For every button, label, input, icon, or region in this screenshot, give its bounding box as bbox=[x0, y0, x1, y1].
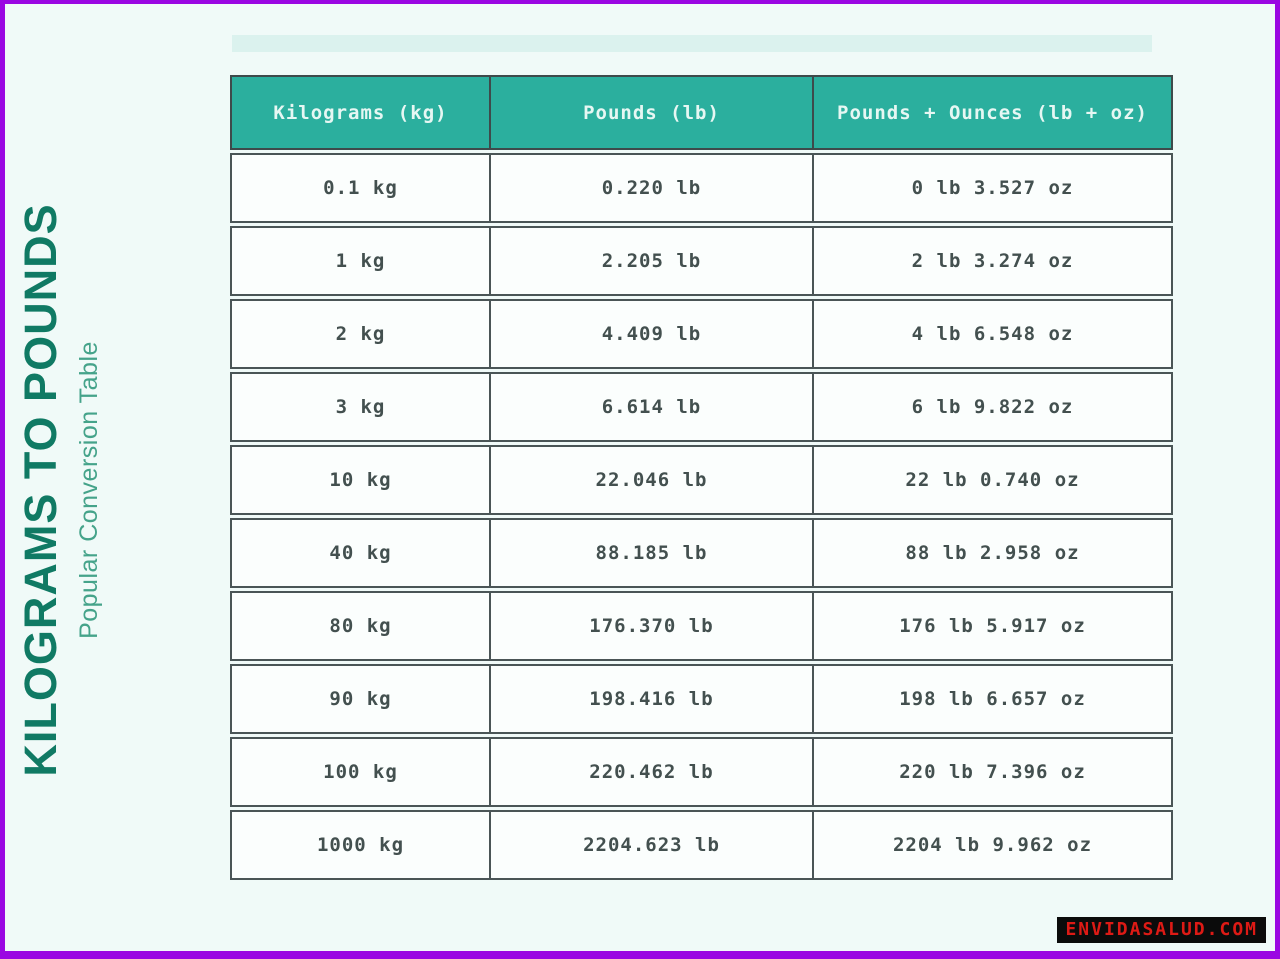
table-cell: 88.185 lb bbox=[491, 520, 814, 586]
page-subtitle: Popular Conversion Table bbox=[75, 341, 103, 639]
table-cell: 2204.623 lb bbox=[491, 812, 814, 878]
table-cell: 100 kg bbox=[232, 739, 491, 805]
table-cell: 88 lb 2.958 oz bbox=[905, 542, 1080, 564]
table-cell: 2204 lb 9.962 oz bbox=[892, 834, 1093, 856]
table-cell: 2 kg bbox=[232, 301, 491, 367]
conversion-table: Kilograms (kg) Pounds (lb) Pounds + Ounc… bbox=[230, 75, 1173, 880]
vertical-title-rotated: KILOGRAMS TO POUNDS Popular Conversion T… bbox=[15, 180, 185, 800]
table-cell: 40 kg bbox=[232, 520, 491, 586]
page-title: KILOGRAMS TO POUNDS bbox=[15, 203, 66, 777]
table-row: 10 kg 22.046 lb 22 lb 0.740 oz bbox=[230, 445, 1173, 515]
table-cell: 220 lb 7.396 oz bbox=[899, 761, 1086, 783]
table-cell: 0.1 kg bbox=[232, 155, 491, 221]
table-cell: 3 kg bbox=[232, 374, 491, 440]
page-background: KILOGRAMS TO POUNDS Popular Conversion T… bbox=[5, 4, 1275, 951]
table-cell: 4.409 lb bbox=[491, 301, 814, 367]
table-cell: 22.046 lb bbox=[491, 447, 814, 513]
table-cell: 90 kg bbox=[232, 666, 491, 732]
faint-top-band bbox=[232, 35, 1152, 52]
table-row: 90 kg 198.416 lb 198 lb 6.657 oz bbox=[230, 664, 1173, 734]
table-cell: 2.205 lb bbox=[491, 228, 814, 294]
table-row: 3 kg 6.614 lb 6 lb 9.822 oz bbox=[230, 372, 1173, 442]
column-header-pounds-ounces: Pounds + Ounces (lb + oz) bbox=[837, 101, 1148, 124]
table-body: 0.1 kg 0.220 lb 0 lb 3.527 oz 1 kg 2.205 lb 2… bbox=[230, 153, 1173, 880]
table-cell: 22 lb 0.740 oz bbox=[905, 469, 1080, 491]
table-cell: 198 lb 6.657 oz bbox=[899, 688, 1086, 710]
table-cell: 2 lb 3.274 oz bbox=[911, 250, 1074, 272]
table-row: 0.1 kg 0.220 lb 0 lb 3.527 oz bbox=[230, 153, 1173, 223]
table-row: 100 kg 220.462 lb 220 lb 7.396 oz bbox=[230, 737, 1173, 807]
table-cell: 198.416 lb bbox=[491, 666, 814, 732]
watermark-badge: ENVIDASALUD.COM bbox=[1057, 917, 1266, 943]
table-cell: 176 lb 5.917 oz bbox=[899, 615, 1086, 637]
column-header-kilograms: Kilograms (kg) bbox=[232, 77, 491, 148]
table-cell: 220.462 lb bbox=[491, 739, 814, 805]
table-row: 80 kg 176.370 lb 176 lb 5.917 oz bbox=[230, 591, 1173, 661]
table-cell: 10 kg bbox=[232, 447, 491, 513]
table-row: 40 kg 88.185 lb 88 lb 2.958 oz bbox=[230, 518, 1173, 588]
table-row: 1 kg 2.205 lb 2 lb 3.274 oz bbox=[230, 226, 1173, 296]
table-cell: 0.220 lb bbox=[491, 155, 814, 221]
table-cell: 80 kg bbox=[232, 593, 491, 659]
table-cell: 6 lb 9.822 oz bbox=[911, 396, 1074, 418]
table-cell: 6.614 lb bbox=[491, 374, 814, 440]
table-cell: 1000 kg bbox=[232, 812, 491, 878]
table-cell: 1 kg bbox=[232, 228, 491, 294]
column-header-pounds: Pounds (lb) bbox=[491, 77, 814, 148]
table-row: 1000 kg 2204.623 lb 2204 lb 9.962 oz bbox=[230, 810, 1173, 880]
table-cell: 176.370 lb bbox=[491, 593, 814, 659]
table-cell: 4 lb 6.548 oz bbox=[911, 323, 1074, 345]
table-row: 2 kg 4.409 lb 4 lb 6.548 oz bbox=[230, 299, 1173, 369]
vertical-title-block: KILOGRAMS TO POUNDS Popular Conversion T… bbox=[15, 180, 185, 800]
table-header-row: Kilograms (kg) Pounds (lb) Pounds + Ounc… bbox=[230, 75, 1173, 150]
table-cell: 0 lb 3.527 oz bbox=[911, 177, 1074, 199]
